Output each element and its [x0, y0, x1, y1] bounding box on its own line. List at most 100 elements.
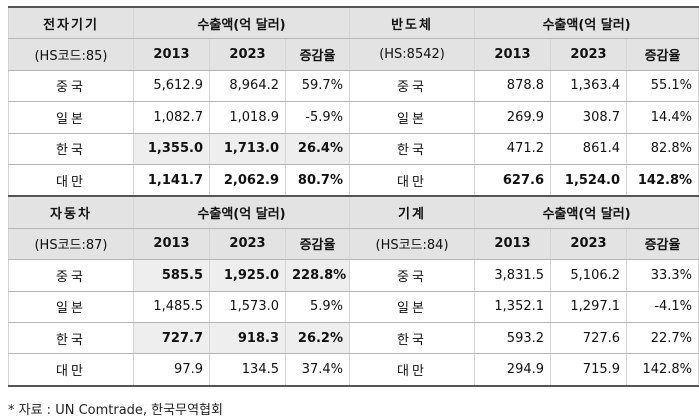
change-header: 증감율: [284, 38, 351, 71]
change-rate: 142.8%: [626, 353, 699, 387]
year-header: 2023: [209, 38, 286, 71]
country-label: 중국: [8, 259, 134, 292]
table-row: 한국 727.7 918.3 26.2% 한국 593.2 727.6 22.7…: [8, 321, 699, 355]
section-title: 자동차: [8, 195, 134, 229]
header-row: 전자기기 수출액(억 달러) 반도체 수출액(억 달러): [8, 6, 699, 40]
value-2023: 1,713.0: [209, 132, 286, 165]
year-header: 2013: [474, 38, 552, 71]
header-row: 자동차 수출액(억 달러) 기계 수출액(억 달러): [8, 195, 699, 229]
country-label: 대만: [8, 353, 134, 387]
table-row: 중국 5,612.9 8,964.2 59.7% 중국 878.8 1,363.…: [8, 69, 699, 103]
value-2013: 1,355.0: [133, 132, 210, 165]
value-2023: 134.5: [209, 353, 286, 387]
value-2013: 727.7: [133, 321, 210, 355]
year-header: 2023: [209, 227, 286, 261]
change-header: 증감율: [284, 227, 351, 261]
value-2023: 2,062.9: [209, 163, 286, 197]
table-row: 대만 1,141.7 2,062.9 80.7% 대만 627.6 1,524.…: [8, 163, 699, 197]
value-2013: 5,612.9: [133, 69, 210, 103]
country-label: 한국: [349, 132, 476, 165]
value-2023: 861.4: [550, 132, 628, 165]
country-label: 중국: [8, 69, 134, 103]
change-rate: -5.9%: [284, 101, 351, 134]
hs-code: (HS코드:85): [8, 38, 134, 71]
value-2013: 1,352.1: [474, 290, 552, 323]
change-rate: -4.1%: [626, 290, 699, 323]
export-header: 수출액(억 달러): [132, 6, 351, 40]
change-rate: 55.1%: [626, 69, 699, 103]
change-rate: 59.7%: [284, 69, 351, 103]
change-rate: 82.8%: [626, 132, 699, 165]
value-2023: 1,018.9: [209, 101, 286, 134]
value-2023: 918.3: [209, 321, 286, 355]
hs-code: (HS코드:84): [349, 227, 476, 261]
year-header: 2013: [133, 38, 210, 71]
country-label: 중국: [349, 69, 476, 103]
change-header: 증감율: [626, 38, 699, 71]
value-2023: 1,297.1: [550, 290, 628, 323]
change-rate: 5.9%: [284, 290, 351, 323]
change-rate: 22.7%: [626, 321, 699, 355]
value-2013: 471.2: [474, 132, 552, 165]
country-label: 일본: [349, 101, 476, 134]
export-header: 수출액(억 달러): [474, 195, 699, 229]
change-rate: 80.7%: [284, 163, 351, 197]
section-title: 전자기기: [8, 6, 134, 40]
country-label: 일본: [8, 290, 134, 323]
export-comparison-table: 전자기기 수출액(억 달러) 반도체 수출액(억 달러) (HS코드:85) 2…: [8, 6, 699, 387]
section-title: 기계: [349, 195, 476, 229]
value-2013: 294.9: [474, 353, 552, 387]
value-2013: 97.9: [133, 353, 210, 387]
change-rate: 142.8%: [626, 163, 699, 197]
value-2013: 1,082.7: [133, 101, 210, 134]
table-row: 중국 585.5 1,925.0 228.8% 중국 3,831.5 5,106…: [8, 259, 699, 292]
country-label: 일본: [349, 290, 476, 323]
change-rate: 26.2%: [284, 321, 351, 355]
table-row: 일본 1,485.5 1,573.0 5.9% 일본 1,352.1 1,297…: [8, 290, 699, 323]
table-row: 일본 1,082.7 1,018.9 -5.9% 일본 269.9 308.7 …: [8, 101, 699, 134]
value-2013: 627.6: [474, 163, 552, 197]
export-header: 수출액(억 달러): [132, 195, 351, 229]
value-2013: 1,141.7: [133, 163, 210, 197]
export-header: 수출액(억 달러): [474, 6, 699, 40]
value-2023: 1,524.0: [550, 163, 628, 197]
table-row: 한국 1,355.0 1,713.0 26.4% 한국 471.2 861.4 …: [8, 132, 699, 165]
change-rate: 14.4%: [626, 101, 699, 134]
year-header: 2013: [474, 227, 552, 261]
value-2023: 715.9: [550, 353, 628, 387]
country-label: 대만: [349, 353, 476, 387]
change-header: 증감율: [626, 227, 699, 261]
year-header: 2013: [133, 227, 210, 261]
value-2023: 1,363.4: [550, 69, 628, 103]
country-label: 한국: [349, 321, 476, 355]
value-2013: 585.5: [133, 259, 210, 292]
year-header: 2023: [550, 227, 628, 261]
value-2023: 5,106.2: [550, 259, 628, 292]
source-note: * 자료 : UN Comtrade, 한국무역협회: [8, 403, 223, 418]
value-2013: 1,485.5: [133, 290, 210, 323]
change-rate: 33.3%: [626, 259, 699, 292]
value-2023: 308.7: [550, 101, 628, 134]
country-label: 한국: [8, 321, 134, 355]
year-row: (HS코드:87) 2013 2023 증감율 (HS코드:84) 2013 2…: [8, 227, 699, 261]
year-row: (HS코드:85) 2013 2023 증감율 (HS:8542) 2013 2…: [8, 38, 699, 71]
country-label: 대만: [8, 163, 134, 197]
value-2023: 1,925.0: [209, 259, 286, 292]
table-row: 대만 97.9 134.5 37.4% 대만 294.9 715.9 142.8…: [8, 353, 699, 387]
section-title: 반도체: [349, 6, 476, 40]
change-rate: 37.4%: [284, 353, 351, 387]
value-2013: 878.8: [474, 69, 552, 103]
value-2023: 8,964.2: [209, 69, 286, 103]
change-rate: 228.8%: [284, 259, 351, 292]
change-rate: 26.4%: [284, 132, 351, 165]
year-header: 2023: [550, 38, 628, 71]
country-label: 대만: [349, 163, 476, 197]
value-2023: 727.6: [550, 321, 628, 355]
value-2023: 1,573.0: [209, 290, 286, 323]
country-label: 중국: [349, 259, 476, 292]
country-label: 한국: [8, 132, 134, 165]
value-2013: 593.2: [474, 321, 552, 355]
hs-code: (HS코드:87): [8, 227, 134, 261]
value-2013: 269.9: [474, 101, 552, 134]
hs-code: (HS:8542): [349, 38, 476, 71]
